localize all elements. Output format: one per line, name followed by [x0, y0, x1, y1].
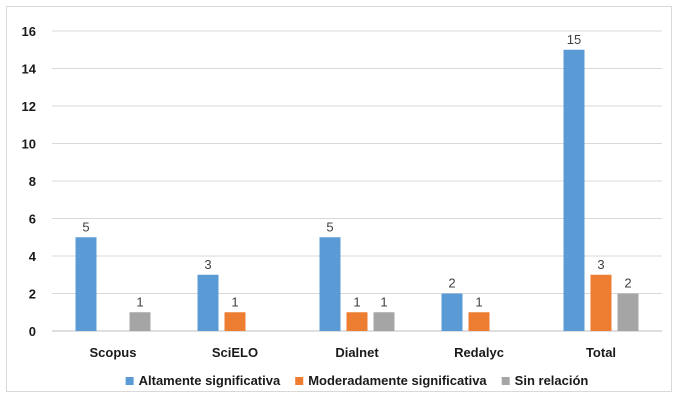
x-tick-label: Dialnet — [335, 345, 379, 360]
y-tick-label: 14 — [22, 62, 37, 77]
data-label: 1 — [353, 294, 360, 309]
y-tick-label: 10 — [22, 137, 36, 152]
bar — [75, 237, 97, 331]
bar — [346, 312, 368, 331]
x-tick-label: Total — [586, 345, 616, 360]
bar — [590, 274, 612, 331]
y-tick-label: 12 — [22, 99, 36, 114]
bars — [75, 49, 639, 331]
data-label: 3 — [204, 257, 211, 272]
legend: Altamente significativa Moderadamente sig… — [125, 373, 589, 388]
bar — [617, 293, 639, 331]
x-axis-ticks: Scopus SciELO Dialnet Redalyc Total — [90, 345, 617, 360]
legend-swatch — [501, 377, 510, 385]
chart-frame — [6, 6, 672, 392]
bar — [197, 274, 219, 331]
x-tick-label: Scopus — [90, 345, 137, 360]
data-label: 1 — [231, 294, 238, 309]
data-label: 1 — [136, 294, 143, 309]
legend-label: Altamente significativa — [139, 373, 281, 388]
legend-swatch — [125, 377, 134, 385]
gridlines — [52, 30, 662, 332]
data-label: 15 — [567, 32, 581, 47]
y-tick-label: 6 — [29, 212, 36, 227]
bar — [441, 293, 463, 331]
bar — [373, 312, 395, 331]
data-label: 3 — [597, 257, 604, 272]
y-tick-label: 8 — [29, 174, 36, 189]
legend-label: Moderadamente significativa — [308, 373, 487, 388]
y-tick-label: 4 — [29, 249, 37, 264]
bar — [468, 312, 490, 331]
bar — [129, 312, 151, 331]
y-tick-label: 0 — [29, 324, 36, 339]
y-tick-label: 16 — [22, 24, 36, 39]
y-axis-ticks: 0 2 4 6 8 10 12 14 16 — [22, 24, 37, 339]
bar — [224, 312, 246, 331]
legend-swatch — [295, 377, 304, 385]
bar — [563, 49, 585, 331]
x-tick-label: SciELO — [212, 345, 258, 360]
data-label: 2 — [624, 276, 631, 291]
data-label: 1 — [475, 294, 482, 309]
legend-label: Sin relación — [515, 373, 589, 388]
x-tick-label: Redalyc — [454, 345, 504, 360]
data-label: 5 — [82, 219, 89, 234]
y-tick-label: 2 — [29, 287, 36, 302]
data-label: 5 — [326, 219, 333, 234]
data-label: 1 — [380, 294, 387, 309]
bar — [319, 237, 341, 331]
data-label: 2 — [448, 276, 455, 291]
